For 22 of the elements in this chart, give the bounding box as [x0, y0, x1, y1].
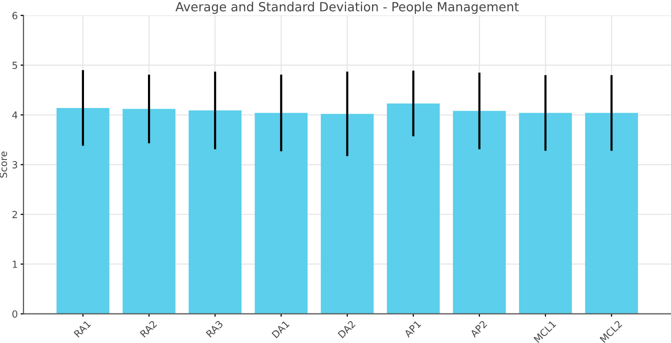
y-tick-label: 0: [12, 310, 18, 318]
bar: [320, 114, 374, 314]
bar: [188, 110, 242, 314]
y-tick-label: 3: [12, 161, 18, 168]
y-tick-label: 4: [12, 112, 18, 119]
y-tick-label: 2: [12, 210, 17, 218]
x-tick-label: AP1: [404, 320, 422, 338]
x-tick-label: RA1: [74, 320, 91, 338]
bar: [519, 112, 572, 314]
bar: [56, 108, 110, 314]
y-axis-title: Score: [0, 152, 8, 178]
chart-title: Average and Standard Deviation - People Management: [175, 2, 519, 14]
y-tick-label: 6: [12, 12, 18, 20]
x-tick-label: RA3: [206, 320, 224, 338]
bar: [452, 110, 506, 314]
x-tick-label: RA2: [140, 320, 158, 338]
bar: [386, 103, 440, 314]
y-tick-label: 5: [12, 62, 18, 69]
bar: [122, 108, 176, 314]
bar: [585, 112, 638, 314]
bar: [254, 112, 308, 314]
y-tick-label: 1: [12, 260, 18, 268]
